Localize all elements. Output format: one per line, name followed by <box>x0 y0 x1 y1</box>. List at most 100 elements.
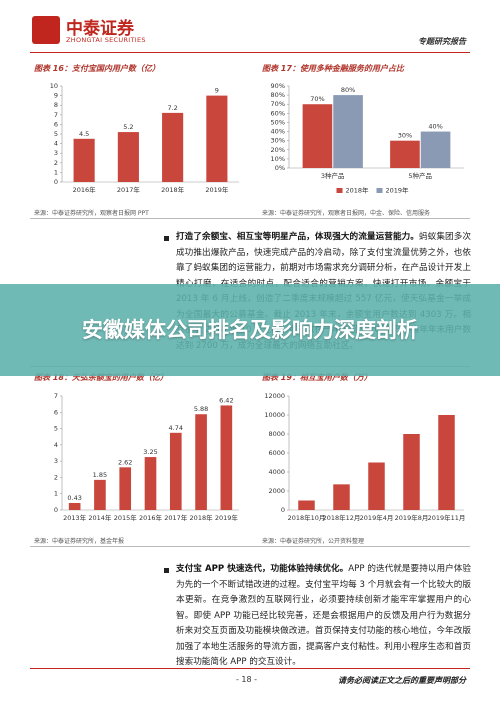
lead: 支付宝 APP 快速迭代，功能体验持续优化。 <box>176 564 349 574</box>
y-tick-label: 7 <box>54 111 58 119</box>
y-tick-label: 20% <box>271 146 285 154</box>
bar <box>333 484 350 510</box>
y-tick-label: 4 <box>54 441 58 449</box>
data-label: 1.85 <box>93 471 107 479</box>
data-label: 80% <box>341 86 355 94</box>
source: 来源：中泰证券研究所，观察者日报网 PPT <box>34 210 149 217</box>
chart: 0 2000 4000 6000 8000 10000 12000 2018年10月2018年… <box>264 392 466 522</box>
y-tick-label: 3 <box>54 457 58 465</box>
legend-label: 2019年 <box>386 186 410 195</box>
x-tick-label: 2013年 <box>63 513 87 522</box>
x-tick-label: 2018年 <box>161 185 185 194</box>
x-tick-label: 2016年 <box>73 185 97 194</box>
x-tick-label: 2014年 <box>88 513 112 522</box>
bar <box>117 132 139 182</box>
y-tick-label: 2000 <box>268 487 285 495</box>
y-tick-label: 4000 <box>268 468 285 476</box>
x-tick-label: 2019年11月 <box>428 513 466 522</box>
rule <box>30 546 470 547</box>
x-tick-label: 5种产品 <box>408 171 432 180</box>
footer-notice: 请务必阅读正文之后的重要声明部分 <box>338 676 466 685</box>
data-label: 9 <box>215 87 219 95</box>
y-tick-label: 8 <box>54 101 58 109</box>
y-tick-label: 5 <box>54 130 58 138</box>
logo-cn: 中泰证券 <box>66 19 134 39</box>
rule <box>30 218 470 219</box>
bar <box>220 405 233 510</box>
chart-title: 图表 16：支付宝国内用户数（亿） <box>34 64 160 73</box>
bar <box>144 457 157 510</box>
bar <box>68 502 81 510</box>
x-tick-label: 2018年 <box>190 513 214 522</box>
chart-title: 图表 19：相互宝用户数（万） <box>262 373 372 382</box>
data-label: 40% <box>428 123 442 131</box>
data-label: 6.42 <box>219 396 233 404</box>
bar <box>169 432 182 510</box>
footer-rule <box>30 668 470 669</box>
y-tick-label: 4 <box>54 140 58 148</box>
x-tick-label: 2017年 <box>164 513 188 522</box>
banner: 安徽媒体公司排名及影响力深度剖析 <box>0 284 500 376</box>
data-label: 5.2 <box>123 123 133 131</box>
bar <box>368 462 385 510</box>
x-tick-label: 2016年 <box>139 513 163 522</box>
body: APP 的迭代就是要持以用户体验为先的一个不断试错改进的过程。支付宝平均每 3 … <box>176 564 472 667</box>
x-tick-label: 3种产品 <box>321 171 345 180</box>
data-label: 30% <box>398 132 412 140</box>
y-tick-label: 8000 <box>268 430 285 438</box>
y-tick-label: 10% <box>271 155 285 163</box>
x-tick-label: 2018年12月 <box>323 513 361 522</box>
legend-swatch <box>376 188 383 193</box>
banner-title: 安徽媒体公司排名及影响力深度剖析 <box>82 317 418 342</box>
y-tick-label: 60% <box>271 109 285 117</box>
data-label: 70% <box>310 95 324 103</box>
source: 来源：中泰证券研究所，公开资料整理 <box>262 538 365 545</box>
data-label: 7.2 <box>167 104 177 112</box>
y-tick-label: 30% <box>271 137 285 145</box>
y-tick-label: 7 <box>54 392 58 400</box>
bullet <box>164 236 169 241</box>
bar <box>162 112 184 182</box>
y-tick-label: 40% <box>271 128 285 136</box>
chart: 0 1 2 3 4 5 6 7 2013年 0.43 2014年 1.85 2015年 2.62 2016年… <box>54 392 239 522</box>
logo-icon <box>32 16 60 44</box>
chart-title: 图表 17：使用多种金融服务的用户占比 <box>262 64 404 73</box>
y-tick-label: 10 <box>50 82 58 90</box>
source: 来源：中泰证券研究所，基金年报 <box>34 538 125 545</box>
y-tick-label: 90% <box>271 82 285 90</box>
y-tick-label: 12000 <box>264 392 285 400</box>
y-tick-label: 9 <box>54 92 58 100</box>
header-rule <box>30 52 470 53</box>
x-tick-label: 2015年 <box>114 513 138 522</box>
data-label: 4.74 <box>169 424 183 432</box>
legend-swatch <box>336 188 343 193</box>
x-tick-label: 2019年 <box>215 513 239 522</box>
y-tick-label: 50% <box>271 118 285 126</box>
data-label: 2.62 <box>118 458 132 466</box>
bar <box>206 95 228 182</box>
chart: 0123456789102016年4.52017年5.22018年7.22019… <box>50 82 239 194</box>
y-tick-label: 6 <box>54 120 58 128</box>
data-label: 3.25 <box>143 448 157 456</box>
bar <box>195 414 207 510</box>
bar <box>119 467 132 510</box>
bar <box>438 415 455 510</box>
data-label: 4.5 <box>79 130 89 138</box>
y-tick-label: 0% <box>275 164 285 172</box>
y-tick-label: 0 <box>54 178 58 186</box>
source: 来源：中泰证券研究所，观察者日报网，中金、保险、信用服务 <box>262 210 431 217</box>
y-tick-label: 5 <box>54 425 58 433</box>
x-tick-label: 2019年8月 <box>395 513 429 522</box>
y-tick-label: 3 <box>54 149 58 157</box>
chart-row <box>30 366 470 547</box>
logo-en: ZHONGTAI SECURITIES <box>66 36 146 44</box>
y-tick-label: 1 <box>54 490 58 498</box>
chart-title: 图表 18：天弘余额宝的用户数（亿） <box>34 373 168 382</box>
report-type: 专题研究报告 <box>418 37 466 46</box>
y-tick-label: 0 <box>281 506 285 514</box>
paragraph: 支付宝 APP 快速迭代，功能体验持续优化。APP 的迭代就是要持以用户体验为先… <box>176 562 471 671</box>
bar <box>333 95 363 168</box>
bar <box>420 131 451 168</box>
lead: 打造了余额宝、相互宝等明星产品，体现强大的流量运营能力。 <box>176 232 419 242</box>
